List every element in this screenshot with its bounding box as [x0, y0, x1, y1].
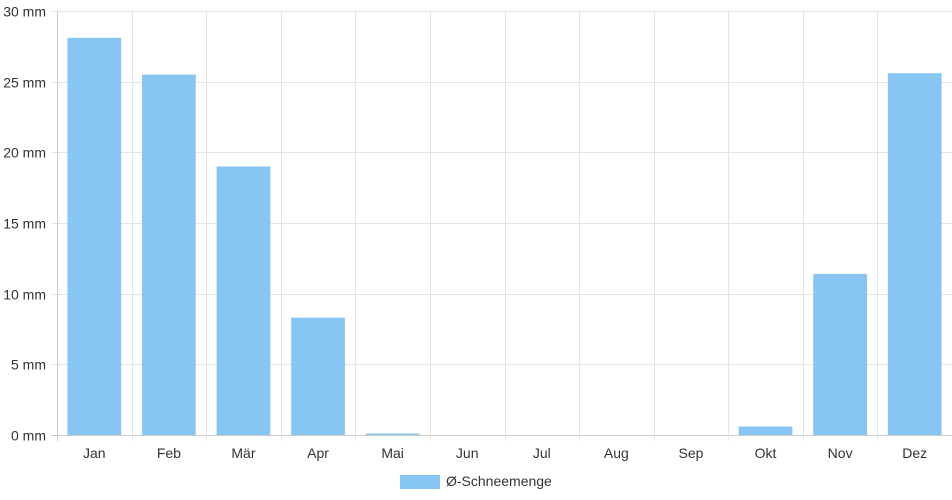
- legend-label: Ø-Schneemenge: [446, 473, 552, 489]
- y-tick-label: 30 mm: [3, 4, 46, 20]
- x-tick-label: Jun: [456, 445, 479, 461]
- y-axis-ticks: 0 mm 5 mm 10 mm 15 mm 20 mm 25 mm 30 mm: [3, 4, 46, 444]
- x-tick-label: Aug: [604, 445, 629, 461]
- bar-jan[interactable]: [67, 37, 122, 435]
- x-tick-label: Feb: [157, 445, 181, 461]
- x-tick-label: Jan: [83, 445, 106, 461]
- x-tick-label: Okt: [755, 445, 777, 461]
- y-tick-label: 10 mm: [3, 287, 46, 303]
- bar-apr[interactable]: [291, 317, 345, 435]
- bar-mär[interactable]: [216, 166, 271, 435]
- y-tick-label: 15 mm: [3, 216, 46, 232]
- bar-okt[interactable]: [738, 426, 793, 435]
- x-tick-label: Dez: [902, 445, 927, 461]
- legend[interactable]: Ø-Schneemenge: [400, 473, 552, 489]
- legend-swatch: [400, 475, 440, 489]
- x-tick-label: Mai: [381, 445, 404, 461]
- y-tick-label: 25 mm: [3, 75, 46, 91]
- x-tick-label: Sep: [678, 445, 703, 461]
- y-tick-label: 20 mm: [3, 145, 46, 161]
- x-tick-label: Apr: [307, 445, 329, 461]
- grid-lines: [51, 11, 952, 441]
- x-tick-label: Mär: [231, 445, 255, 461]
- bar-feb[interactable]: [142, 74, 196, 435]
- y-tick-label: 0 mm: [11, 428, 46, 444]
- bar-dez[interactable]: [887, 73, 942, 435]
- y-tick-label: 5 mm: [11, 357, 46, 373]
- bar-mai[interactable]: [365, 433, 420, 435]
- x-axis-ticks: Jan Feb Mär Apr Mai Jun Jul Aug Sep Okt Nov Dez: [83, 445, 927, 461]
- bar-nov[interactable]: [813, 273, 867, 435]
- bar-series: [67, 37, 942, 435]
- x-tick-label: Nov: [828, 445, 853, 461]
- x-tick-label: Jul: [533, 445, 551, 461]
